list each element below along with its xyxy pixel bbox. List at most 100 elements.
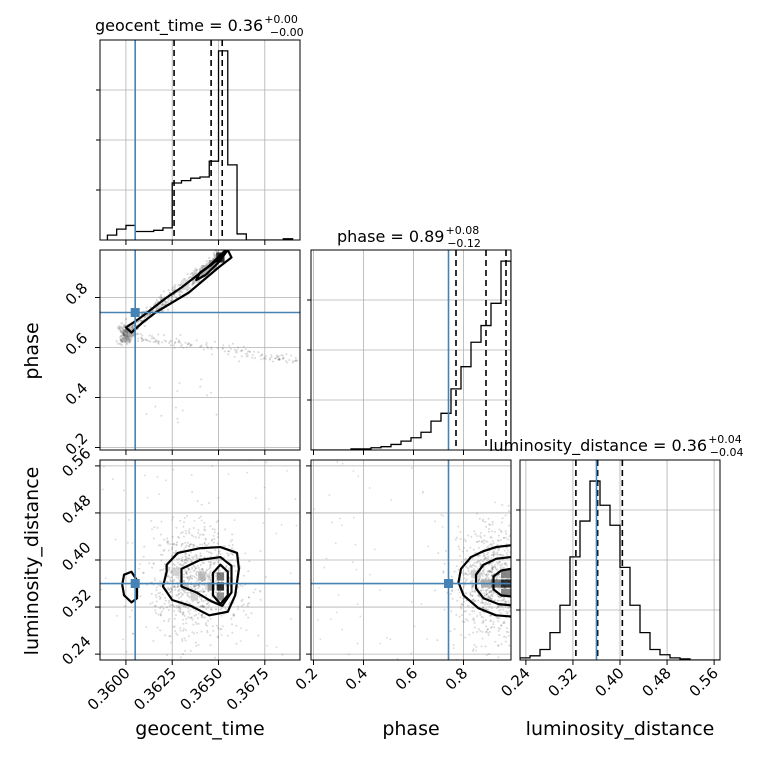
sample-point <box>523 520 525 522</box>
x-tick-label: 0.8 <box>442 664 472 694</box>
ylabel-phase: phase <box>21 322 43 379</box>
sample-point <box>139 332 142 335</box>
sample-point <box>458 615 461 618</box>
sample-point <box>176 561 179 564</box>
sample-point <box>487 551 490 554</box>
sample-point <box>476 567 479 570</box>
sample-point <box>497 573 500 576</box>
sample-point <box>159 533 162 536</box>
sample-point <box>482 619 485 622</box>
sample-point <box>505 532 508 535</box>
sample-point <box>182 618 185 621</box>
sample-point <box>227 555 230 557</box>
sample-point <box>207 604 210 607</box>
sample-point <box>119 334 123 338</box>
sample-point <box>513 569 515 571</box>
sample-point <box>462 604 465 607</box>
sample-point <box>526 578 528 580</box>
sample-point <box>198 568 201 571</box>
sample-point <box>248 350 251 353</box>
sample-point <box>163 548 166 551</box>
sample-point <box>517 524 519 526</box>
sample-point <box>125 341 129 344</box>
sample-point <box>183 562 186 565</box>
sample-point <box>482 518 485 521</box>
sample-point <box>217 561 220 564</box>
sample-point <box>202 590 205 593</box>
sample-point <box>217 496 220 499</box>
sample-point <box>479 558 482 561</box>
sample-point <box>451 588 454 591</box>
sample-point <box>507 600 510 603</box>
sample-point <box>187 557 190 560</box>
sample-point <box>183 548 186 551</box>
sample-point <box>492 542 495 545</box>
sample-point <box>209 551 212 554</box>
sample-point <box>532 566 534 568</box>
sample-point <box>196 564 199 567</box>
sample-point <box>200 614 203 617</box>
sample-point <box>242 603 245 606</box>
sample-point <box>168 617 171 620</box>
sample-point <box>171 589 174 592</box>
sample-point <box>493 530 496 533</box>
sample-point <box>154 594 157 597</box>
sample-point <box>273 357 276 360</box>
sample-point <box>182 611 185 614</box>
sample-point <box>453 570 456 573</box>
sample-point <box>197 622 200 625</box>
sample-point <box>186 541 189 544</box>
sample-point <box>512 521 514 523</box>
sample-point <box>487 587 490 590</box>
sample-point <box>210 539 213 542</box>
sample-point <box>178 588 181 591</box>
sample-point <box>246 603 249 606</box>
sample-point <box>522 633 524 635</box>
sample-point <box>485 593 488 596</box>
sample-point <box>165 340 168 343</box>
sample-point <box>482 572 485 575</box>
sample-point <box>203 525 206 528</box>
sample-point <box>119 338 122 342</box>
sample-point <box>208 573 211 576</box>
sample-point <box>231 342 234 345</box>
sample-point <box>228 567 231 570</box>
sample-point <box>242 345 245 348</box>
sample-point <box>195 574 198 577</box>
sample-point <box>235 642 238 645</box>
sample-point <box>207 567 210 570</box>
sample-point <box>173 585 176 588</box>
sample-point <box>215 608 218 611</box>
sample-point <box>483 595 486 598</box>
sample-point <box>537 644 539 646</box>
sample-point <box>181 560 184 563</box>
sample-point <box>188 544 191 547</box>
sample-point <box>200 630 203 633</box>
sample-point <box>490 562 493 565</box>
sample-point <box>526 593 528 595</box>
sample-point <box>487 530 490 533</box>
sample-point <box>146 339 149 342</box>
sample-point <box>204 588 207 591</box>
sample-point <box>128 336 131 340</box>
sample-point <box>482 589 485 592</box>
sample-point <box>472 606 475 609</box>
sample-point <box>156 341 159 344</box>
sample-point <box>161 302 164 306</box>
density-cell <box>207 582 215 591</box>
sample-point <box>498 561 501 564</box>
sample-point <box>182 278 185 281</box>
sample-point <box>489 596 492 599</box>
sample-point <box>491 568 494 571</box>
sample-point <box>177 575 180 578</box>
sample-point <box>489 570 492 573</box>
sample-point <box>508 644 511 647</box>
sample-point <box>294 356 297 359</box>
sample-point <box>494 566 497 569</box>
sample-point <box>275 354 278 357</box>
sample-point <box>180 544 183 547</box>
sample-point <box>526 617 528 619</box>
sample-point <box>231 533 234 536</box>
sample-point <box>281 654 284 656</box>
sample-point <box>477 628 480 631</box>
